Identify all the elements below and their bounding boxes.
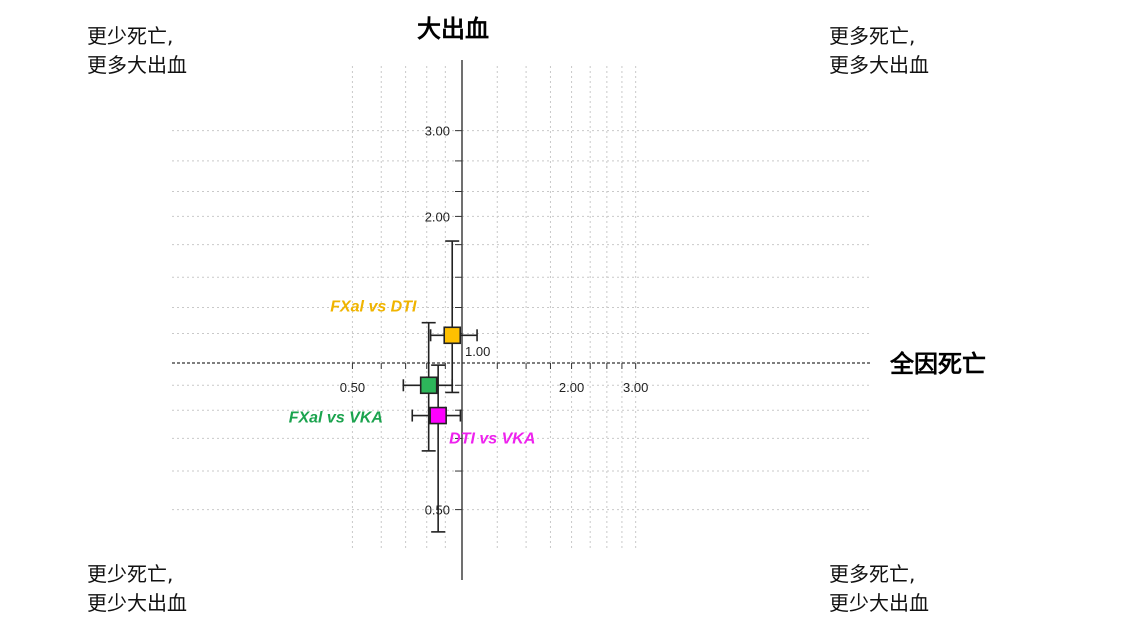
series-label: DTI vs VKA: [449, 431, 535, 448]
x-axis-title: 全因死亡: [890, 350, 986, 378]
data-point: [443, 326, 462, 345]
data-point-group: [429, 240, 478, 394]
y-tick-label: 0.50: [425, 503, 450, 518]
x-tick-label: 2.00: [559, 380, 584, 395]
grid-lines: [172, 66, 870, 550]
y-axis-title: 大出血: [417, 15, 489, 43]
corner-bottom-left: 更少死亡, 更少大出血: [87, 560, 187, 618]
series-label: FXal vs VKA: [289, 409, 383, 426]
origin-label: 1.00: [465, 344, 490, 359]
corner-bottom-left-line1: 更少死亡,: [87, 562, 174, 586]
series-label: FXal vs DTI: [330, 298, 417, 315]
x-tick-label: 0.50: [340, 380, 365, 395]
corner-top-right: 更多死亡, 更多大出血: [829, 22, 929, 80]
data-marks: [402, 240, 478, 533]
corner-bottom-left-line2: 更少大出血: [87, 591, 187, 615]
data-point: [429, 406, 447, 425]
data-point: [419, 376, 438, 395]
data-point-group: [411, 364, 462, 533]
corner-top-right-line2: 更多大出血: [829, 53, 929, 77]
corner-bottom-right-line1: 更多死亡,: [829, 562, 916, 586]
y-tick-label: 3.00: [425, 124, 450, 139]
axes: [172, 60, 870, 580]
corner-bottom-right: 更多死亡, 更少大出血: [829, 560, 929, 618]
data-point-group: [402, 321, 454, 452]
corner-top-left: 更少死亡, 更多大出血: [87, 22, 187, 80]
corner-top-right-line1: 更多死亡,: [829, 24, 916, 48]
tick-labels: 0.50 2.00 3.00 3.00 2.00 0.50 1.00: [340, 124, 649, 518]
x-tick-label: 3.00: [623, 380, 648, 395]
corner-bottom-right-line2: 更少大出血: [829, 591, 929, 615]
corner-top-left-line1: 更少死亡,: [87, 24, 174, 48]
y-tick-label: 2.00: [425, 209, 450, 224]
corner-top-left-line2: 更多大出血: [87, 53, 187, 77]
series-labels: FXal vs DTI FXal vs VKA DTI vs VKA: [289, 298, 536, 447]
